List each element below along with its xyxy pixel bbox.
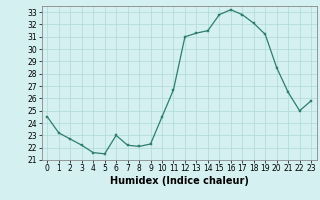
X-axis label: Humidex (Indice chaleur): Humidex (Indice chaleur) [110, 176, 249, 186]
